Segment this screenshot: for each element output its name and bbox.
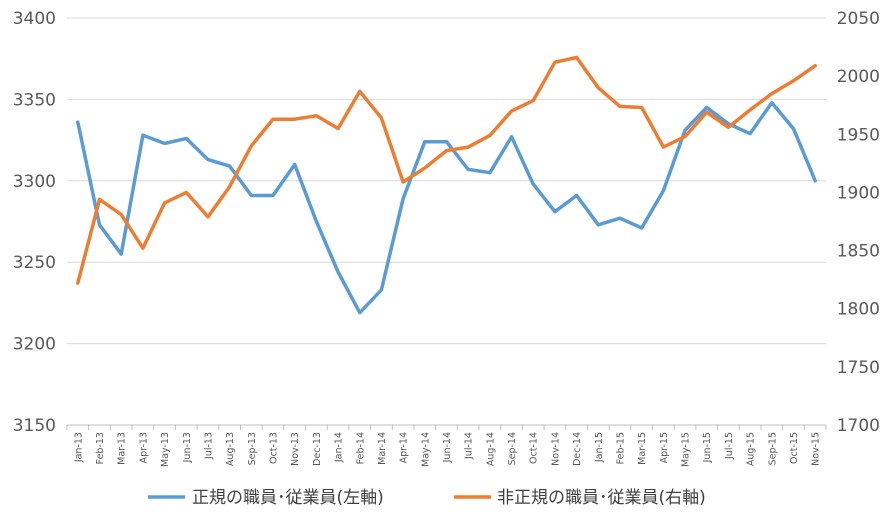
x-tick-label: Jun-14 [442,432,453,463]
x-tick-label: Feb-14 [355,432,366,464]
x-tick-label: Apr-15 [659,432,670,463]
x-tick-label: Nov-13 [290,432,301,466]
x-tick-label: May-14 [420,432,431,467]
x-tick-label: Dec-13 [312,432,323,466]
x-tick-label: Sep-13 [247,432,258,465]
x-tick-label: Feb-13 [95,432,106,464]
y-axis-left: 3150 3200 3250 3300 3350 3400 [13,9,56,436]
x-tick-label: Dec-14 [572,432,583,466]
x-tick-label: Jul-15 [724,432,735,460]
series-line-2 [76,55,817,285]
y-right-tick-label: 1900 [837,183,880,203]
y-left-tick-label: 3350 [13,90,56,110]
x-tick-label: Sep-15 [767,432,778,465]
y-right-tick-label: 2050 [837,9,880,29]
x-tick-label: Jun-13 [182,432,193,463]
x-tick-label: Apr-14 [399,432,410,463]
y-right-tick-label: 1750 [837,358,880,378]
y-left-tick-label: 3150 [13,416,56,436]
x-tick-label: Oct-15 [789,432,800,464]
x-tick-label: Mar-13 [117,432,128,465]
x-tick-label: Aug-15 [746,432,757,466]
y-axis-right: 1700 1750 1800 1850 1900 1950 2000 2050 [837,9,880,436]
x-tick-label: Jul-14 [464,432,475,460]
x-tick-label: Mar-15 [637,432,648,465]
x-tick-label: May-15 [681,432,692,467]
y-right-tick-label: 2000 [837,67,880,87]
x-tick-label: Nov-14 [550,432,561,466]
x-axis: Jan-13 Feb-13 Mar-13 Apr-13 May-13 Jun-13 Jul-… [66,425,827,467]
y-right-tick-label: 1700 [837,416,880,436]
y-left-tick-label: 3300 [13,172,56,192]
x-tick-label: Oct-13 [269,432,280,464]
legend: 正規の職員･従業員(左軸) 非正規の職員･従業員(右軸) [148,488,706,508]
y-right-tick-label: 1950 [837,125,880,145]
x-tick-label: Oct-14 [529,432,540,464]
y-right-tick-label: 1850 [837,242,880,262]
legend-label-2: 非正規の職員･従業員(右軸) [497,488,706,508]
x-tick-label: Aug-13 [225,432,236,466]
x-tick-label: Mar-14 [377,432,388,465]
x-tick-label: Feb-15 [615,432,626,464]
x-tick-label: Aug-14 [485,432,496,466]
x-tick-label: Jan-15 [594,432,605,463]
series-lines [76,55,817,315]
y-left-tick-label: 3250 [13,253,56,273]
y-left-tick-label: 3400 [13,9,56,29]
gridlines [67,17,826,426]
y-left-tick-label: 3200 [13,335,56,355]
legend-label-1: 正規の職員･従業員(左軸) [192,488,384,508]
x-tick-label: Apr-13 [138,432,149,463]
x-tick-label: Jan-13 [73,432,84,463]
x-tick-label: May-13 [160,432,171,467]
series-line-1 [76,100,817,315]
x-tick-label: Sep-14 [507,432,518,465]
x-tick-label: Jan-14 [334,432,345,463]
y-right-tick-label: 1800 [837,300,880,320]
x-tick-label: Jul-13 [203,432,214,460]
x-tick-label: Jun-15 [702,432,713,463]
x-tick-label: Nov-15 [811,432,822,466]
